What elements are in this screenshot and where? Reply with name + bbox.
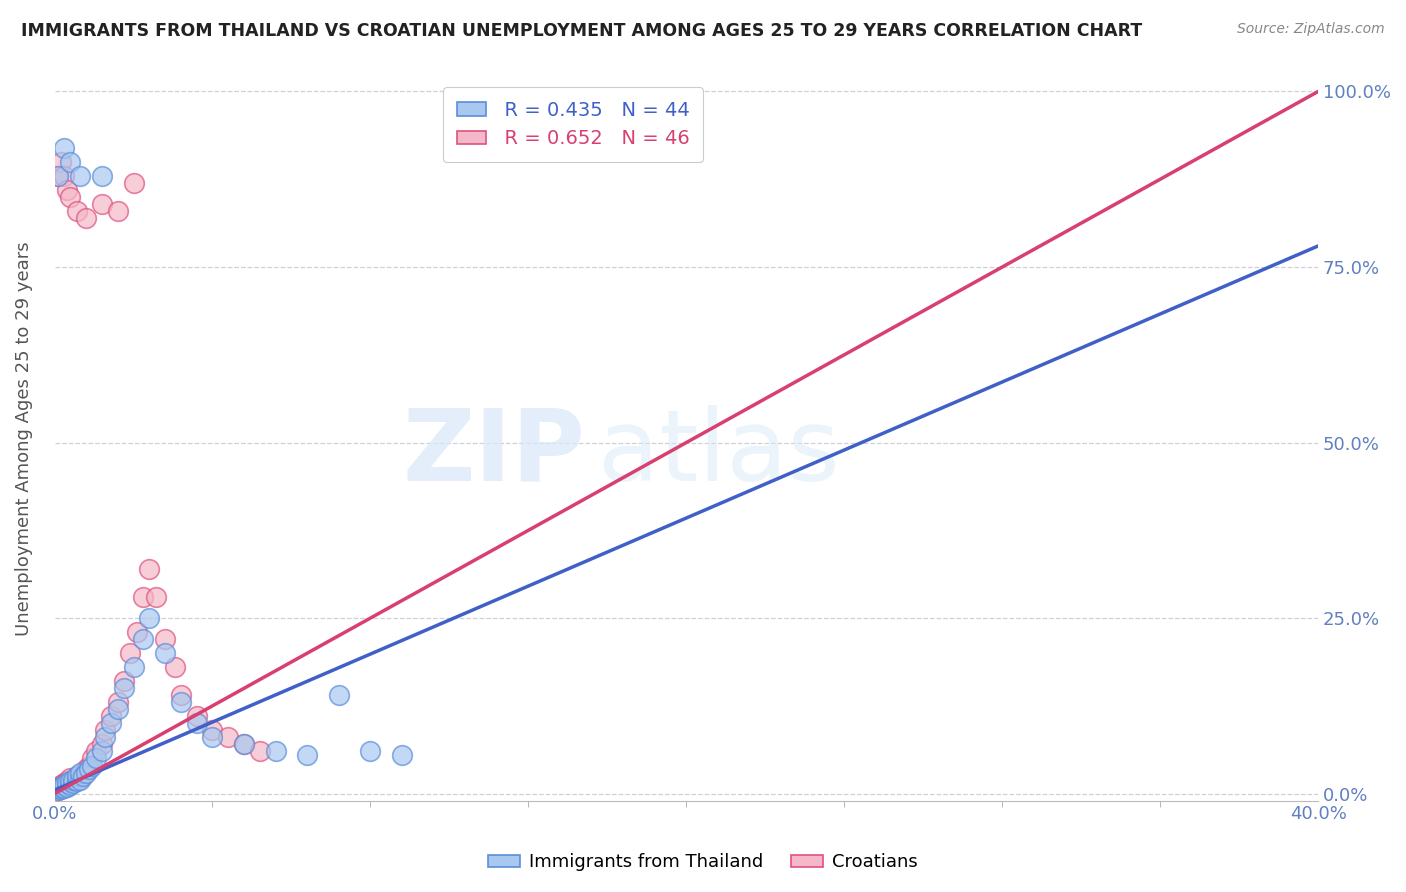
Point [138,562,160,576]
Point [69,169,91,183]
Point [66,769,89,783]
Point [90,738,112,752]
Point [77,758,100,772]
Point [90,744,112,758]
Point [233,738,256,752]
Point [56,774,79,789]
Point [62,772,84,787]
Point [46,169,69,183]
Point [120,646,142,660]
Point [59,778,82,792]
Point [100,709,122,723]
Point [69,772,91,787]
Point [53,778,76,792]
Point [84,744,107,758]
Point [66,203,89,218]
Point [125,625,148,640]
Point [53,169,76,183]
Point [122,176,145,190]
Point [49,154,72,169]
Legend:   R = 0.435   N = 44,   R = 0.652   N = 46: R = 0.435 N = 44, R = 0.652 N = 46 [443,87,703,162]
Point [46,783,69,797]
Point [82,751,104,765]
Point [249,744,271,758]
Point [49,780,72,794]
Point [56,780,79,794]
Point [107,695,129,709]
Point [94,723,117,738]
Point [49,778,72,792]
Point [46,780,69,794]
Point [62,776,84,790]
Point [53,776,76,790]
Point [233,738,256,752]
Point [112,674,135,689]
Point [77,762,100,776]
Point [59,190,82,204]
Point [90,196,112,211]
Point [72,765,94,780]
Point [59,776,82,790]
Point [94,731,117,745]
Point [186,709,208,723]
Point [145,590,167,604]
Point [75,211,97,225]
Y-axis label: Unemployment Among Ages 25 to 29 years: Unemployment Among Ages 25 to 29 years [15,242,32,636]
Point [122,660,145,674]
Point [69,765,91,780]
Point [297,747,319,762]
Point [186,716,208,731]
Point [53,141,76,155]
Text: IMMIGRANTS FROM THAILAND VS CROATIAN UNEMPLOYMENT AMONG AGES 25 TO 29 YEARS CORR: IMMIGRANTS FROM THAILAND VS CROATIAN UNE… [21,22,1142,40]
Point [264,744,287,758]
Point [75,762,97,776]
Point [59,774,82,789]
Point [56,776,79,790]
Point [46,783,69,797]
Point [49,780,72,795]
Point [328,688,350,702]
Point [90,169,112,183]
Point [201,731,224,745]
Point [138,611,160,625]
Legend: Immigrants from Thailand, Croatians: Immigrants from Thailand, Croatians [481,847,925,879]
Point [62,774,84,789]
Point [53,780,76,795]
Point [153,646,176,660]
Point [107,702,129,716]
Point [69,771,91,785]
Point [217,731,239,745]
Point [53,780,76,794]
Point [107,203,129,218]
Point [49,782,72,797]
Point [82,758,104,772]
Text: ZIP: ZIP [402,405,585,502]
Point [132,590,155,604]
Point [59,154,82,169]
Text: Source: ZipAtlas.com: Source: ZipAtlas.com [1237,22,1385,37]
Point [391,747,413,762]
Point [112,681,135,696]
Point [163,660,186,674]
Point [201,723,224,738]
Point [170,688,193,702]
Point [132,632,155,647]
Point [359,744,381,758]
Point [56,778,79,792]
Point [75,765,97,780]
Text: atlas: atlas [598,405,839,502]
Point [46,780,69,795]
Point [56,183,79,197]
Point [72,769,94,783]
Point [100,716,122,731]
Point [66,769,89,783]
Point [170,695,193,709]
Point [153,632,176,647]
Point [46,169,69,183]
Point [66,774,89,789]
Point [84,751,107,765]
Point [59,771,82,785]
